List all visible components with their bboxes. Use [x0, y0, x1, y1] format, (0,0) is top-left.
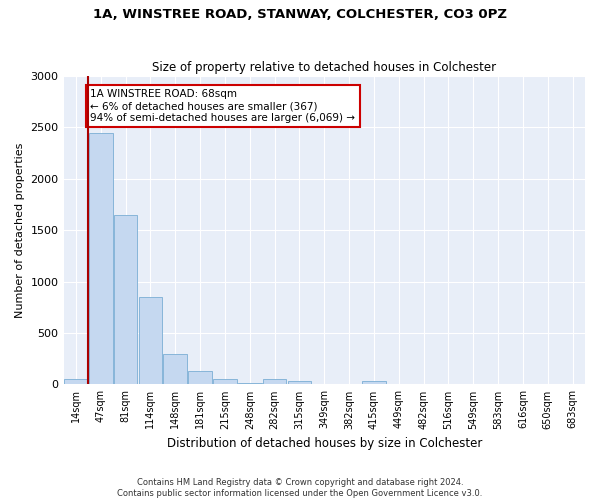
Bar: [163, 354, 187, 384]
Bar: [188, 371, 212, 384]
Bar: [114, 215, 137, 384]
Text: 1A, WINSTREE ROAD, STANWAY, COLCHESTER, CO3 0PZ: 1A, WINSTREE ROAD, STANWAY, COLCHESTER, …: [93, 8, 507, 20]
Y-axis label: Number of detached properties: Number of detached properties: [15, 142, 25, 318]
Bar: [213, 380, 237, 384]
Bar: [139, 297, 162, 384]
Bar: [89, 132, 113, 384]
Bar: [362, 382, 386, 384]
X-axis label: Distribution of detached houses by size in Colchester: Distribution of detached houses by size …: [167, 437, 482, 450]
Title: Size of property relative to detached houses in Colchester: Size of property relative to detached ho…: [152, 60, 496, 74]
Text: Contains HM Land Registry data © Crown copyright and database right 2024.
Contai: Contains HM Land Registry data © Crown c…: [118, 478, 482, 498]
Text: 1A WINSTREE ROAD: 68sqm
← 6% of detached houses are smaller (367)
94% of semi-de: 1A WINSTREE ROAD: 68sqm ← 6% of detached…: [91, 90, 355, 122]
Bar: [263, 380, 286, 384]
Bar: [64, 380, 88, 384]
Bar: [287, 381, 311, 384]
